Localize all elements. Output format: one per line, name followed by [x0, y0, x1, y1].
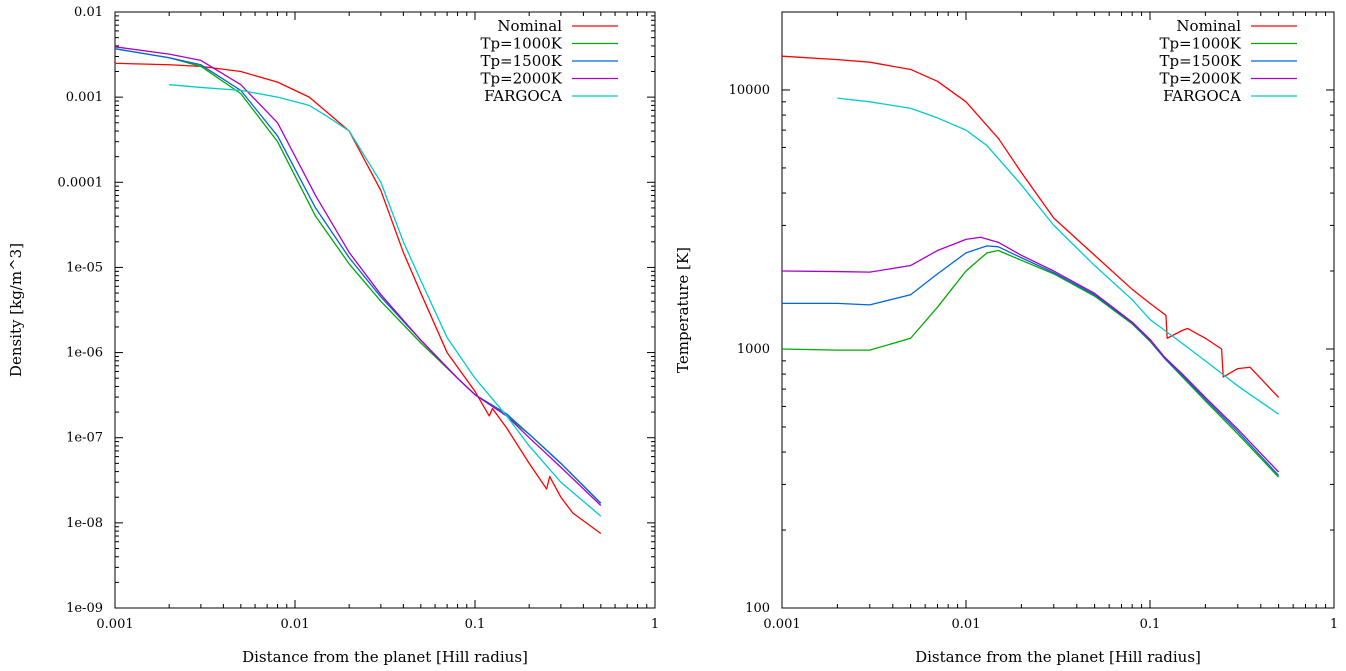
density-series-fargoca — [169, 84, 602, 517]
temperature-series-tp-1000k — [781, 249, 1280, 478]
temperature-series-fargoca — [837, 97, 1279, 415]
legend-label: Tp=1500K — [480, 52, 562, 70]
legend-label: Tp=1000K — [480, 35, 562, 53]
temperature-series-nominal — [781, 55, 1280, 398]
density-x-axis-label: Distance from the planet [Hill radius] — [242, 648, 528, 666]
temperature-y-tick-label: 10000 — [729, 83, 770, 98]
legend-label: Tp=2000K — [480, 70, 562, 88]
legend-label: Nominal — [1176, 17, 1241, 35]
density-axis-ticks: 0.001 0.01 0.1 1 1e-09 1e-08 1e-07 1e-06 1e-05 0.… — [58, 5, 660, 632]
temperature-panel: 0.001 0.01 0.1 1 100 1000 10000 NominalTp=1000… — [674, 11, 1338, 666]
density-y-tick-label: 1e-07 — [66, 431, 103, 446]
density-x-tick-label: 1 — [651, 617, 659, 632]
density-series-tp-2000k — [114, 46, 602, 506]
legend-label: Tp=1000K — [1159, 35, 1241, 53]
density-plot-frame — [114, 11, 656, 609]
density-y-tick-label: 1e-05 — [66, 260, 103, 275]
density-series-tp-1500k — [114, 48, 602, 504]
temperature-x-tick-label: 0.001 — [763, 617, 800, 632]
temperature-x-tick-label: 0.01 — [952, 617, 981, 632]
density-series-nominal — [114, 62, 602, 535]
density-y-tick-label: 0.0001 — [58, 175, 104, 190]
legend-label: FARGOCA — [1163, 87, 1241, 105]
legend-label: FARGOCA — [484, 87, 562, 105]
density-x-tick-label: 0.01 — [281, 617, 310, 632]
temperature-y-tick-label: 100 — [745, 601, 770, 616]
temperature-series-tp-2000k — [781, 236, 1280, 473]
density-y-tick-label: 1e-08 — [66, 516, 103, 531]
temperature-series-tp-1500k — [782, 245, 1280, 476]
temperature-axis-ticks: 0.001 0.01 0.1 1 100 1000 10000 — [729, 11, 1338, 632]
density-panel: 0.001 0.01 0.1 1 1e-09 1e-08 1e-07 1e-06 1e-05 0.… — [7, 5, 659, 666]
density-x-tick-label: 0.001 — [96, 617, 133, 632]
temperature-y-tick-label: 1000 — [737, 342, 770, 357]
density-x-tick-label: 0.1 — [465, 617, 486, 632]
temperature-x-tick-label: 0.1 — [1140, 617, 1161, 632]
density-series-layer — [114, 46, 602, 535]
legend-label: Tp=2000K — [1159, 70, 1241, 88]
density-y-axis-label: Density [kg/m^3] — [7, 243, 25, 377]
legend-label: Tp=1500K — [1159, 52, 1241, 70]
density-series-tp-1000k — [114, 48, 602, 504]
temperature-plot-frame — [781, 11, 1335, 609]
density-y-tick-label: 1e-06 — [66, 346, 103, 361]
temperature-series-layer — [781, 55, 1280, 478]
temperature-x-axis-label: Distance from the planet [Hill radius] — [915, 648, 1201, 666]
density-y-tick-label: 1e-09 — [66, 601, 103, 616]
temperature-y-axis-label: Temperature [K] — [674, 247, 692, 373]
legend-label: Nominal — [497, 17, 562, 35]
density-y-tick-label: 0.01 — [74, 5, 103, 20]
temperature-x-tick-label: 1 — [1330, 617, 1338, 632]
density-y-tick-label: 0.001 — [66, 90, 103, 105]
